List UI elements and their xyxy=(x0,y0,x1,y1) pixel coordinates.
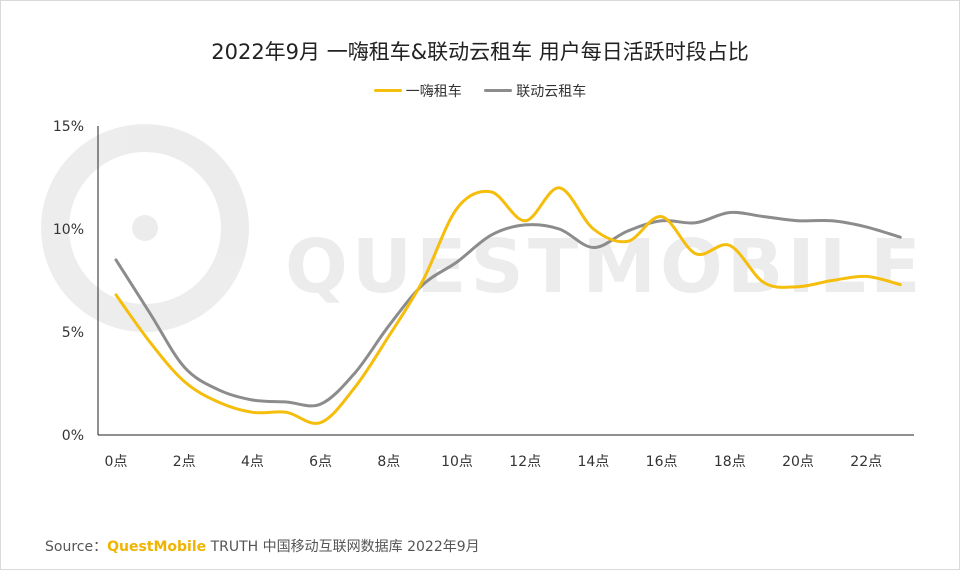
y-tick-label: 15% xyxy=(53,119,84,135)
x-tick-label: 14点 xyxy=(577,454,609,470)
x-tick-label: 20点 xyxy=(782,454,814,470)
x-tick-label: 18点 xyxy=(714,454,746,470)
series-line-0 xyxy=(114,186,902,425)
chart-title: 2022年9月 一嗨租车&联动云租车 用户每日活跃时段占比 xyxy=(211,40,749,64)
x-tick-label: 22点 xyxy=(850,454,882,470)
x-tick-label: 6点 xyxy=(309,454,332,470)
legend-swatch-yihi xyxy=(373,89,402,92)
x-tick-label: 10点 xyxy=(441,454,473,470)
watermark-text: QUESTMOBILE xyxy=(285,224,925,310)
x-tick-label: 8点 xyxy=(377,454,400,470)
source-brand: QuestMobile xyxy=(107,539,207,555)
watermark: QUESTMOBILE xyxy=(41,124,925,332)
legend-label-liandongyun: 联动云租车 xyxy=(516,83,587,100)
legend: 一嗨租车 联动云租车 xyxy=(0,80,960,101)
legend-item-yihi: 一嗨租车 xyxy=(373,81,462,101)
watermark-logo-ring xyxy=(41,124,249,332)
source-note: Source：QuestMobile TRUTH 中国移动互联网数据库 2022… xyxy=(45,536,480,556)
legend-swatch-liandongyun xyxy=(484,89,513,92)
y-tick-label: 0% xyxy=(62,428,84,444)
axes: 0% 5% 10% 15% 0点 2点 4点 6点 8点 10点 12点 14点 16点 18点 20点 22… xyxy=(53,119,914,470)
y-tick-label: 10% xyxy=(53,222,84,238)
x-tick-label: 4点 xyxy=(241,454,264,470)
series-line-1 xyxy=(114,210,902,408)
legend-item-liandongyun: 联动云租车 xyxy=(484,81,586,101)
x-tick-label: 0点 xyxy=(105,454,128,470)
source-label: Source： xyxy=(45,539,108,555)
watermark-logo-dot xyxy=(132,215,158,241)
series-lines xyxy=(114,186,902,425)
x-tick-label: 12点 xyxy=(509,454,541,470)
source-text: TRUTH 中国移动互联网数据库 2022年9月 xyxy=(206,539,480,555)
legend-label-yihi: 一嗨租车 xyxy=(405,83,462,100)
x-tick-label: 2点 xyxy=(173,454,196,470)
x-tick-label: 16点 xyxy=(646,454,678,470)
y-tick-label: 5% xyxy=(62,325,84,341)
